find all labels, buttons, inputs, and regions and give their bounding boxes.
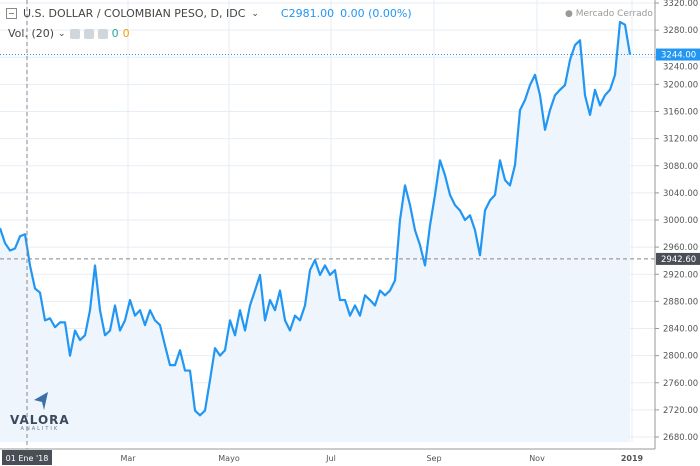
chevron-down-icon[interactable]: ⌄ <box>58 28 66 39</box>
valora-logo: VALORA ANALITIK <box>10 390 70 432</box>
market-status-label: Mercado Cerrado <box>575 9 653 19</box>
crosshair-price-badge <box>656 252 700 265</box>
last-price-badge <box>656 48 700 61</box>
chevron-down-icon[interactable]: ⌄ <box>251 8 259 19</box>
collapse-icon[interactable] <box>6 8 17 19</box>
x-tick-label: 2019 <box>621 454 644 463</box>
market-status: ● Mercado Cerrado <box>565 9 653 19</box>
price-change: 0.00 (0.00%) <box>340 7 412 20</box>
crosshair-price-label: 2942.60 <box>661 255 696 265</box>
x-tick-label: Mayo <box>218 454 240 463</box>
crosshair-date-badge <box>2 450 52 465</box>
x-tick-label: Sep <box>426 454 441 463</box>
settings-icon[interactable] <box>83 28 94 39</box>
logo-name: VALORA <box>10 413 70 427</box>
y-tick-label: 3320.00 <box>663 0 698 9</box>
crosshair-date-label: 01 Ene '18 <box>6 454 49 463</box>
y-tick-label: 3080.00 <box>663 162 698 172</box>
chart-header: U.S. DOLLAR / COLOMBIAN PESO, D, IDC ⌄ C… <box>6 7 412 20</box>
symbol-title[interactable]: U.S. DOLLAR / COLOMBIAN PESO, D, IDC <box>23 7 246 20</box>
y-tick-label: 3240.00 <box>663 63 698 73</box>
y-tick-label: 2720.00 <box>663 406 698 416</box>
logo-arrow-icon <box>33 392 48 410</box>
volume-label[interactable]: Vol. (20) <box>8 27 55 40</box>
y-tick-label: 2800.00 <box>663 352 698 362</box>
price-area <box>0 21 630 443</box>
y-tick-label: 3000.00 <box>663 216 698 226</box>
volume-ma-value: 0 <box>122 27 130 40</box>
y-tick-label: 3160.00 <box>663 108 698 118</box>
close-value: 2981.00 <box>288 7 335 20</box>
close-label: C <box>280 7 289 20</box>
logo-sub: ANALITIK <box>20 426 60 432</box>
status-dot-icon: ● <box>565 9 573 19</box>
y-tick-label: 2920.00 <box>663 270 698 280</box>
y-tick-label: 3280.00 <box>663 26 698 36</box>
last-price-label: 3244.00 <box>661 51 696 61</box>
volume-header: Vol. (20) ⌄ 0 0 <box>8 27 130 40</box>
close-price: C2981.00 <box>281 7 334 20</box>
volume-value: 0 <box>111 27 119 40</box>
y-tick-label: 2680.00 <box>663 433 698 443</box>
y-tick-label: 2960.00 <box>663 243 698 253</box>
x-tick-label: Mar <box>120 454 136 463</box>
y-tick-label: 3200.00 <box>663 80 698 90</box>
y-tick-label: 3040.00 <box>663 189 698 199</box>
x-tick-label: Nov <box>529 454 545 463</box>
y-tick-label: 2760.00 <box>663 379 698 389</box>
y-tick-label: 2880.00 <box>663 297 698 307</box>
y-tick-label: 2840.00 <box>663 325 698 335</box>
x-tick-label: Jul <box>325 454 336 463</box>
y-tick-label: 3120.00 <box>663 135 698 145</box>
price-line <box>0 20 632 417</box>
eye-icon[interactable] <box>69 28 80 39</box>
close-icon[interactable] <box>97 28 108 39</box>
